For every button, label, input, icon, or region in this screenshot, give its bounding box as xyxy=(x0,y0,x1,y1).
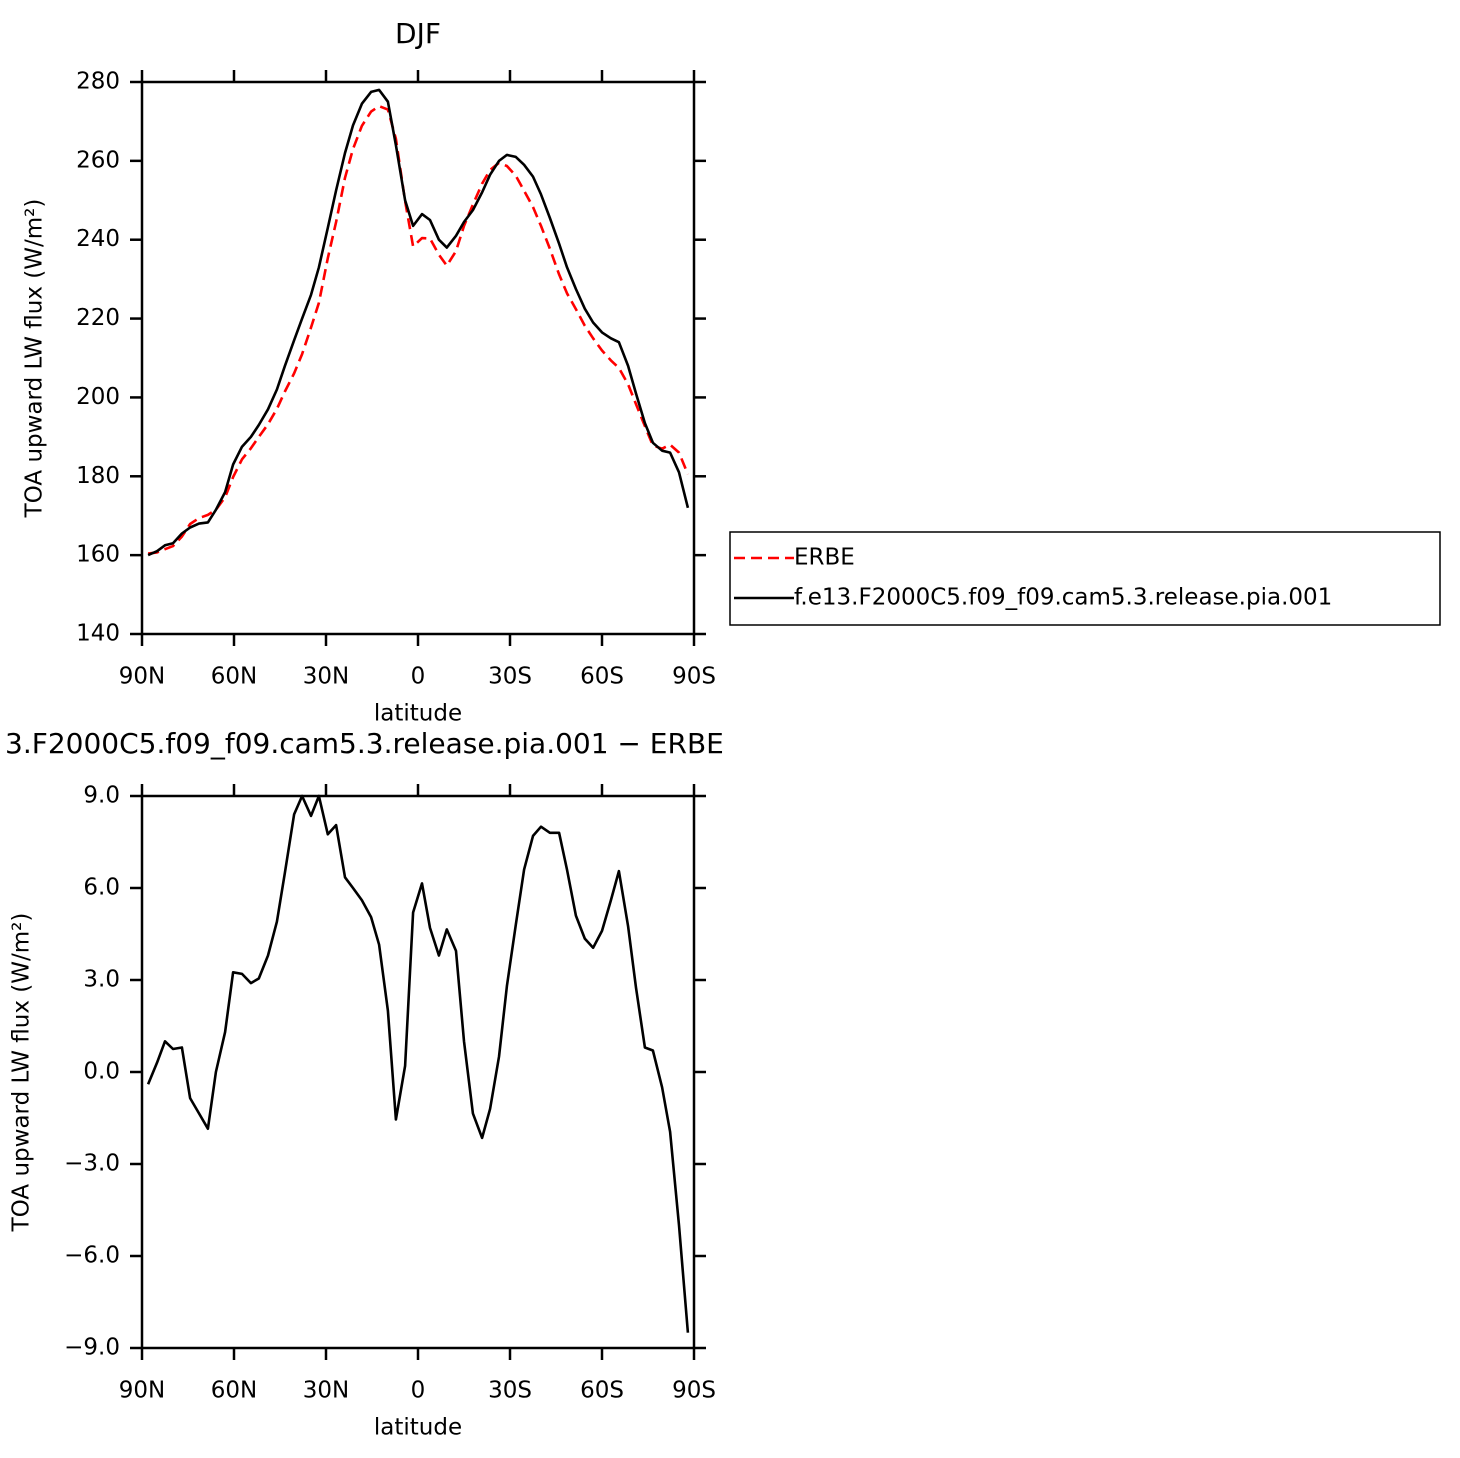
legend-box xyxy=(729,531,1441,626)
x-tick-label: 30S xyxy=(488,1378,532,1404)
y-tick-label: 3.0 xyxy=(83,967,120,993)
x-tick-label: 0 xyxy=(411,1378,426,1404)
x-tick-label: 60S xyxy=(580,664,624,690)
data-line xyxy=(146,794,690,1333)
x-tick-label: 90N xyxy=(119,1378,165,1404)
plot-frame xyxy=(140,794,696,1350)
x-tick-label: 60N xyxy=(211,664,257,690)
x-tick-label: 30N xyxy=(303,664,349,690)
y-tick-label: 220 xyxy=(76,305,120,331)
y-tick-label: 9.0 xyxy=(83,783,120,809)
x-tick-label: 90S xyxy=(672,664,716,690)
y-tick-label: −9.0 xyxy=(64,1335,120,1361)
y-tick-label: 160 xyxy=(76,542,120,568)
y-tick-label: 180 xyxy=(76,463,120,489)
y-axis-label: TOA upward LW flux (W/m²) xyxy=(22,199,48,519)
y-tick-label: 6.0 xyxy=(83,875,120,901)
chart-title: DJF xyxy=(395,17,441,50)
x-tick-label: 30S xyxy=(488,664,532,690)
y-axis-label: TOA upward LW flux (W/m²) xyxy=(9,913,35,1233)
y-tick-label: 240 xyxy=(76,226,120,252)
y-tick-label: 0.0 xyxy=(83,1059,120,1085)
data-line xyxy=(147,88,690,557)
x-tick-label: 90N xyxy=(119,664,165,690)
x-axis-label: latitude xyxy=(374,1415,462,1441)
y-tick-label: −6.0 xyxy=(64,1243,120,1269)
y-tick-label: 260 xyxy=(76,147,120,173)
y-tick-label: 280 xyxy=(76,69,120,95)
x-tick-label: 90S xyxy=(672,1378,716,1404)
x-tick-label: 60N xyxy=(211,1378,257,1404)
legend-label: f.e13.F2000C5.f09_f09.cam5.3.release.pia… xyxy=(794,585,1332,611)
x-tick-label: 30N xyxy=(303,1378,349,1404)
y-tick-label: −3.0 xyxy=(64,1151,120,1177)
x-tick-label: 0 xyxy=(411,664,426,690)
x-tick-label: 60S xyxy=(580,1378,624,1404)
chart-title: 3.F2000C5.f09_f09.cam5.3.release.pia.001… xyxy=(5,727,724,760)
y-tick-label: 200 xyxy=(76,384,120,410)
y-tick-label: 140 xyxy=(76,621,120,647)
x-axis-label: latitude xyxy=(374,701,462,727)
legend-label: ERBE xyxy=(794,545,855,571)
data-line xyxy=(147,104,690,555)
plot-frame xyxy=(140,80,696,636)
